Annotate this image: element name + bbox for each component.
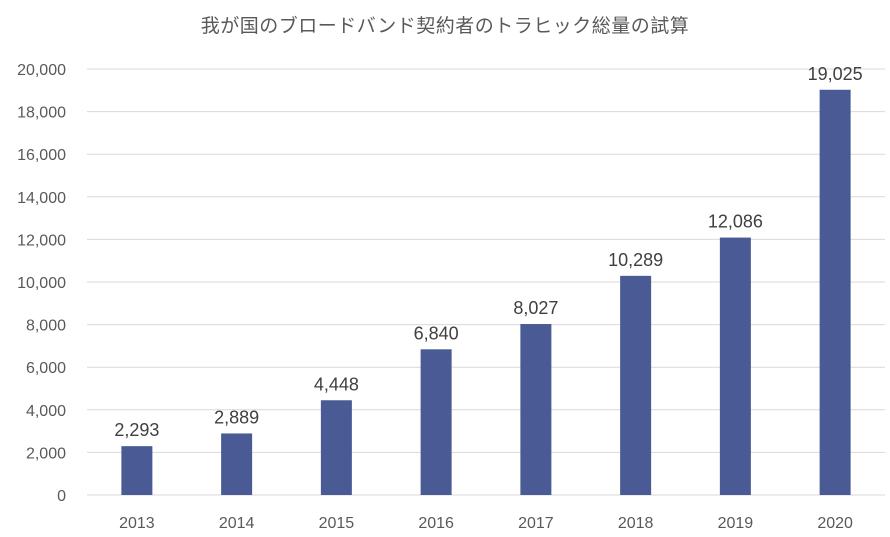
y-tick-label-18000: 18,000 bbox=[17, 105, 66, 122]
x-tick-label-2013: 2013 bbox=[119, 515, 155, 532]
bar-2013 bbox=[121, 446, 153, 495]
bar-2018 bbox=[620, 275, 652, 495]
bar-2017 bbox=[520, 324, 552, 495]
x-tick-label-2018: 2018 bbox=[618, 515, 654, 532]
data-label-2014: 2,889 bbox=[214, 407, 259, 427]
x-tick-label-2019: 2019 bbox=[718, 515, 754, 532]
y-tick-label-8000: 8,000 bbox=[26, 318, 66, 335]
x-tick-label-2017: 2017 bbox=[518, 515, 554, 532]
y-tick-label-16000: 16,000 bbox=[17, 147, 66, 164]
y-tick-label-12000: 12,000 bbox=[17, 232, 66, 249]
data-label-2019: 12,086 bbox=[708, 212, 763, 232]
x-tick-label-2016: 2016 bbox=[418, 515, 454, 532]
x-tick-label-2014: 2014 bbox=[219, 515, 255, 532]
y-tick-label-6000: 6,000 bbox=[26, 360, 66, 377]
y-tick-label-10000: 10,000 bbox=[17, 275, 66, 292]
data-label-2017: 8,027 bbox=[513, 298, 558, 318]
data-label-2015: 4,448 bbox=[314, 374, 359, 394]
bar-2016 bbox=[420, 349, 452, 495]
data-label-2013: 2,293 bbox=[114, 420, 159, 440]
bar-2020 bbox=[819, 89, 851, 495]
bar-2019 bbox=[719, 237, 751, 495]
y-tick-label-0: 0 bbox=[57, 488, 66, 505]
y-tick-label-4000: 4,000 bbox=[26, 403, 66, 420]
chart-title: 我が国のブロードバンド契約者のトラヒック総量の試算 bbox=[200, 15, 690, 37]
data-label-2020: 19,025 bbox=[808, 64, 863, 84]
data-label-2018: 10,289 bbox=[608, 250, 663, 270]
y-tick-label-14000: 14,000 bbox=[17, 190, 66, 207]
bar-2014 bbox=[221, 433, 253, 495]
bar-2015 bbox=[320, 400, 352, 495]
y-tick-label-2000: 2,000 bbox=[26, 445, 66, 462]
x-tick-label-2020: 2020 bbox=[817, 515, 853, 532]
data-label-2016: 6,840 bbox=[414, 323, 459, 343]
x-tick-label-2015: 2015 bbox=[319, 515, 355, 532]
y-tick-label-20000: 20,000 bbox=[17, 62, 66, 79]
